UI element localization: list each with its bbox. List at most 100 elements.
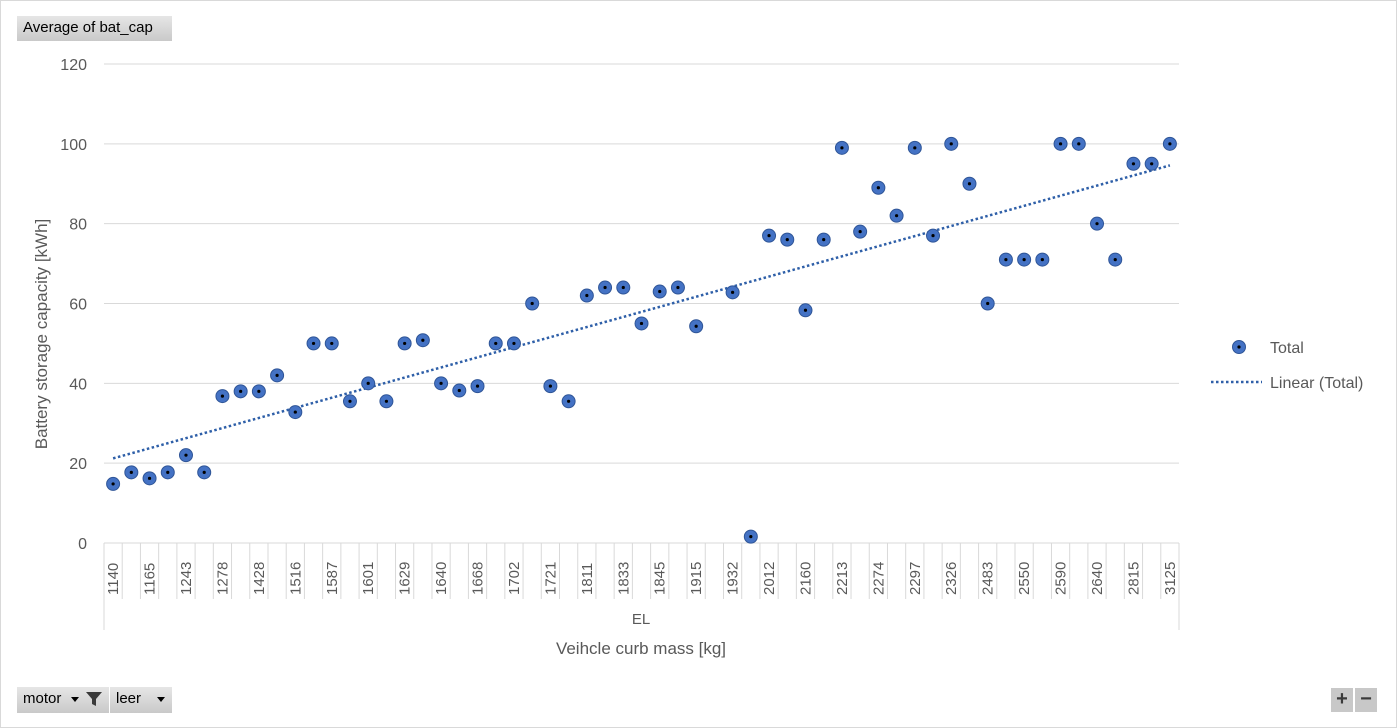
x-tick-label: 2297: [907, 562, 924, 595]
x-tick-label: 1140: [105, 563, 122, 595]
y-tick-label: 60: [69, 297, 87, 314]
data-point-center: [1022, 257, 1026, 262]
data-point-center: [1058, 142, 1063, 146]
data-point-center: [931, 234, 935, 238]
x-tick-label: 1587: [324, 562, 341, 595]
data-point-center: [1113, 257, 1117, 262]
x-tick-label: 1915: [688, 562, 705, 595]
dropdown-arrow-icon: [70, 696, 79, 702]
data-point-center: [1131, 162, 1136, 166]
data-point-center: [494, 341, 498, 346]
data-point-center: [913, 146, 917, 150]
data-point-center: [1040, 257, 1044, 262]
x-tick-label: 1811: [579, 563, 596, 595]
x-tick-label: 1629: [397, 562, 414, 595]
data-point-center: [803, 308, 808, 312]
legend-label-total: Total: [1270, 340, 1304, 357]
x-tick-label: 2550: [1016, 562, 1033, 595]
data-point-center: [421, 338, 425, 342]
data-point-center: [220, 394, 225, 398]
x-tick-label: 1932: [725, 562, 742, 595]
data-point-center: [785, 238, 789, 242]
data-point-center: [311, 341, 316, 346]
data-point-center: [202, 470, 206, 474]
x-tick-label: 3125: [1162, 562, 1179, 595]
x-tick-label: 1702: [506, 562, 523, 595]
data-point-center: [694, 324, 698, 328]
x-tick-label: 1516: [287, 562, 304, 595]
data-point-center: [731, 290, 735, 294]
data-point-center: [1150, 162, 1154, 166]
data-point-center: [275, 373, 279, 377]
data-points: [106, 136, 1177, 544]
data-point-center: [967, 182, 972, 186]
gridlines: [104, 63, 1179, 544]
filter-field-label: motor: [23, 690, 62, 707]
data-point-center: [749, 535, 753, 539]
x-tick-label: 2815: [1125, 562, 1142, 595]
y-tick-label: 120: [60, 57, 87, 74]
dropdown-arrow-icon: [157, 696, 166, 702]
data-point-center: [530, 301, 534, 306]
y-tick-labels: 0 20 40 60 80 100 120: [60, 57, 87, 553]
x-tick-label: 1428: [251, 562, 268, 595]
zoom-out-button[interactable]: −: [1355, 688, 1377, 712]
x-tick-label: 2160: [797, 562, 814, 595]
data-point-center: [257, 389, 261, 393]
x-tick-label: 1668: [470, 562, 487, 595]
x-tick-label: 2274: [870, 562, 887, 595]
x-tick-label: 1601: [360, 562, 377, 595]
filter-funnel-icon: [85, 692, 102, 707]
data-point-center: [129, 470, 133, 474]
data-point-center: [111, 482, 115, 486]
axis-field-button[interactable]: leer: [110, 687, 172, 713]
legend-marker-total-dot: [1237, 345, 1241, 349]
data-point-center: [239, 389, 243, 393]
data-point-center: [439, 381, 443, 385]
data-point-center: [840, 146, 844, 150]
data-point-center: [603, 285, 607, 290]
x-tick-label: 2326: [943, 562, 960, 595]
x-tick-label: 1165: [142, 563, 159, 595]
zoom-in-button[interactable]: +: [1331, 688, 1353, 712]
y-tick-label: 0: [78, 536, 87, 553]
data-point-center: [1168, 142, 1172, 146]
data-point-center: [330, 341, 334, 346]
y-tick-label: 40: [69, 376, 87, 393]
data-point-center: [585, 293, 589, 298]
x-tick-label: 1845: [652, 562, 669, 595]
data-point-center: [384, 399, 389, 403]
data-point-center: [567, 399, 571, 403]
trendline-group: [112, 164, 1171, 460]
x-axis-title: Veihcle curb mass [kg]: [556, 639, 726, 658]
data-point-center: [639, 321, 644, 326]
trendline: [112, 164, 1171, 460]
x-tick-label: 2213: [834, 562, 851, 595]
data-point-center: [676, 285, 680, 290]
data-point-center: [366, 381, 370, 385]
data-point-center: [658, 289, 662, 294]
x-tick-label: 1721: [542, 562, 559, 595]
x-tick-label: 1833: [615, 562, 632, 595]
data-point-center: [348, 399, 352, 403]
x-tick-label: 2640: [1089, 562, 1106, 595]
x-tick-label: 2012: [761, 562, 778, 595]
data-point-center: [621, 285, 625, 290]
data-point-center: [949, 142, 953, 146]
data-point-center: [1095, 222, 1099, 226]
axis-field-label: leer: [116, 690, 142, 707]
y-axis-title: Battery storage capacity [kWh]: [32, 219, 51, 450]
values-field-label: Average of bat_cap: [23, 19, 153, 36]
data-point-center: [475, 384, 480, 388]
filter-field-button[interactable]: motor: [17, 687, 109, 713]
y-tick-label: 20: [69, 456, 87, 473]
x-tick-label: 2590: [1053, 562, 1070, 595]
data-point-center: [293, 410, 297, 414]
values-field-button[interactable]: Average of bat_cap: [17, 16, 172, 41]
data-point-center: [894, 214, 899, 218]
data-point-center: [512, 341, 516, 346]
x-axis: 1140 1165 1243 1278 1428 1516 1587 1601 1629 1640…: [103, 543, 1180, 630]
data-point-center: [1004, 257, 1008, 262]
data-point-center: [166, 470, 170, 474]
